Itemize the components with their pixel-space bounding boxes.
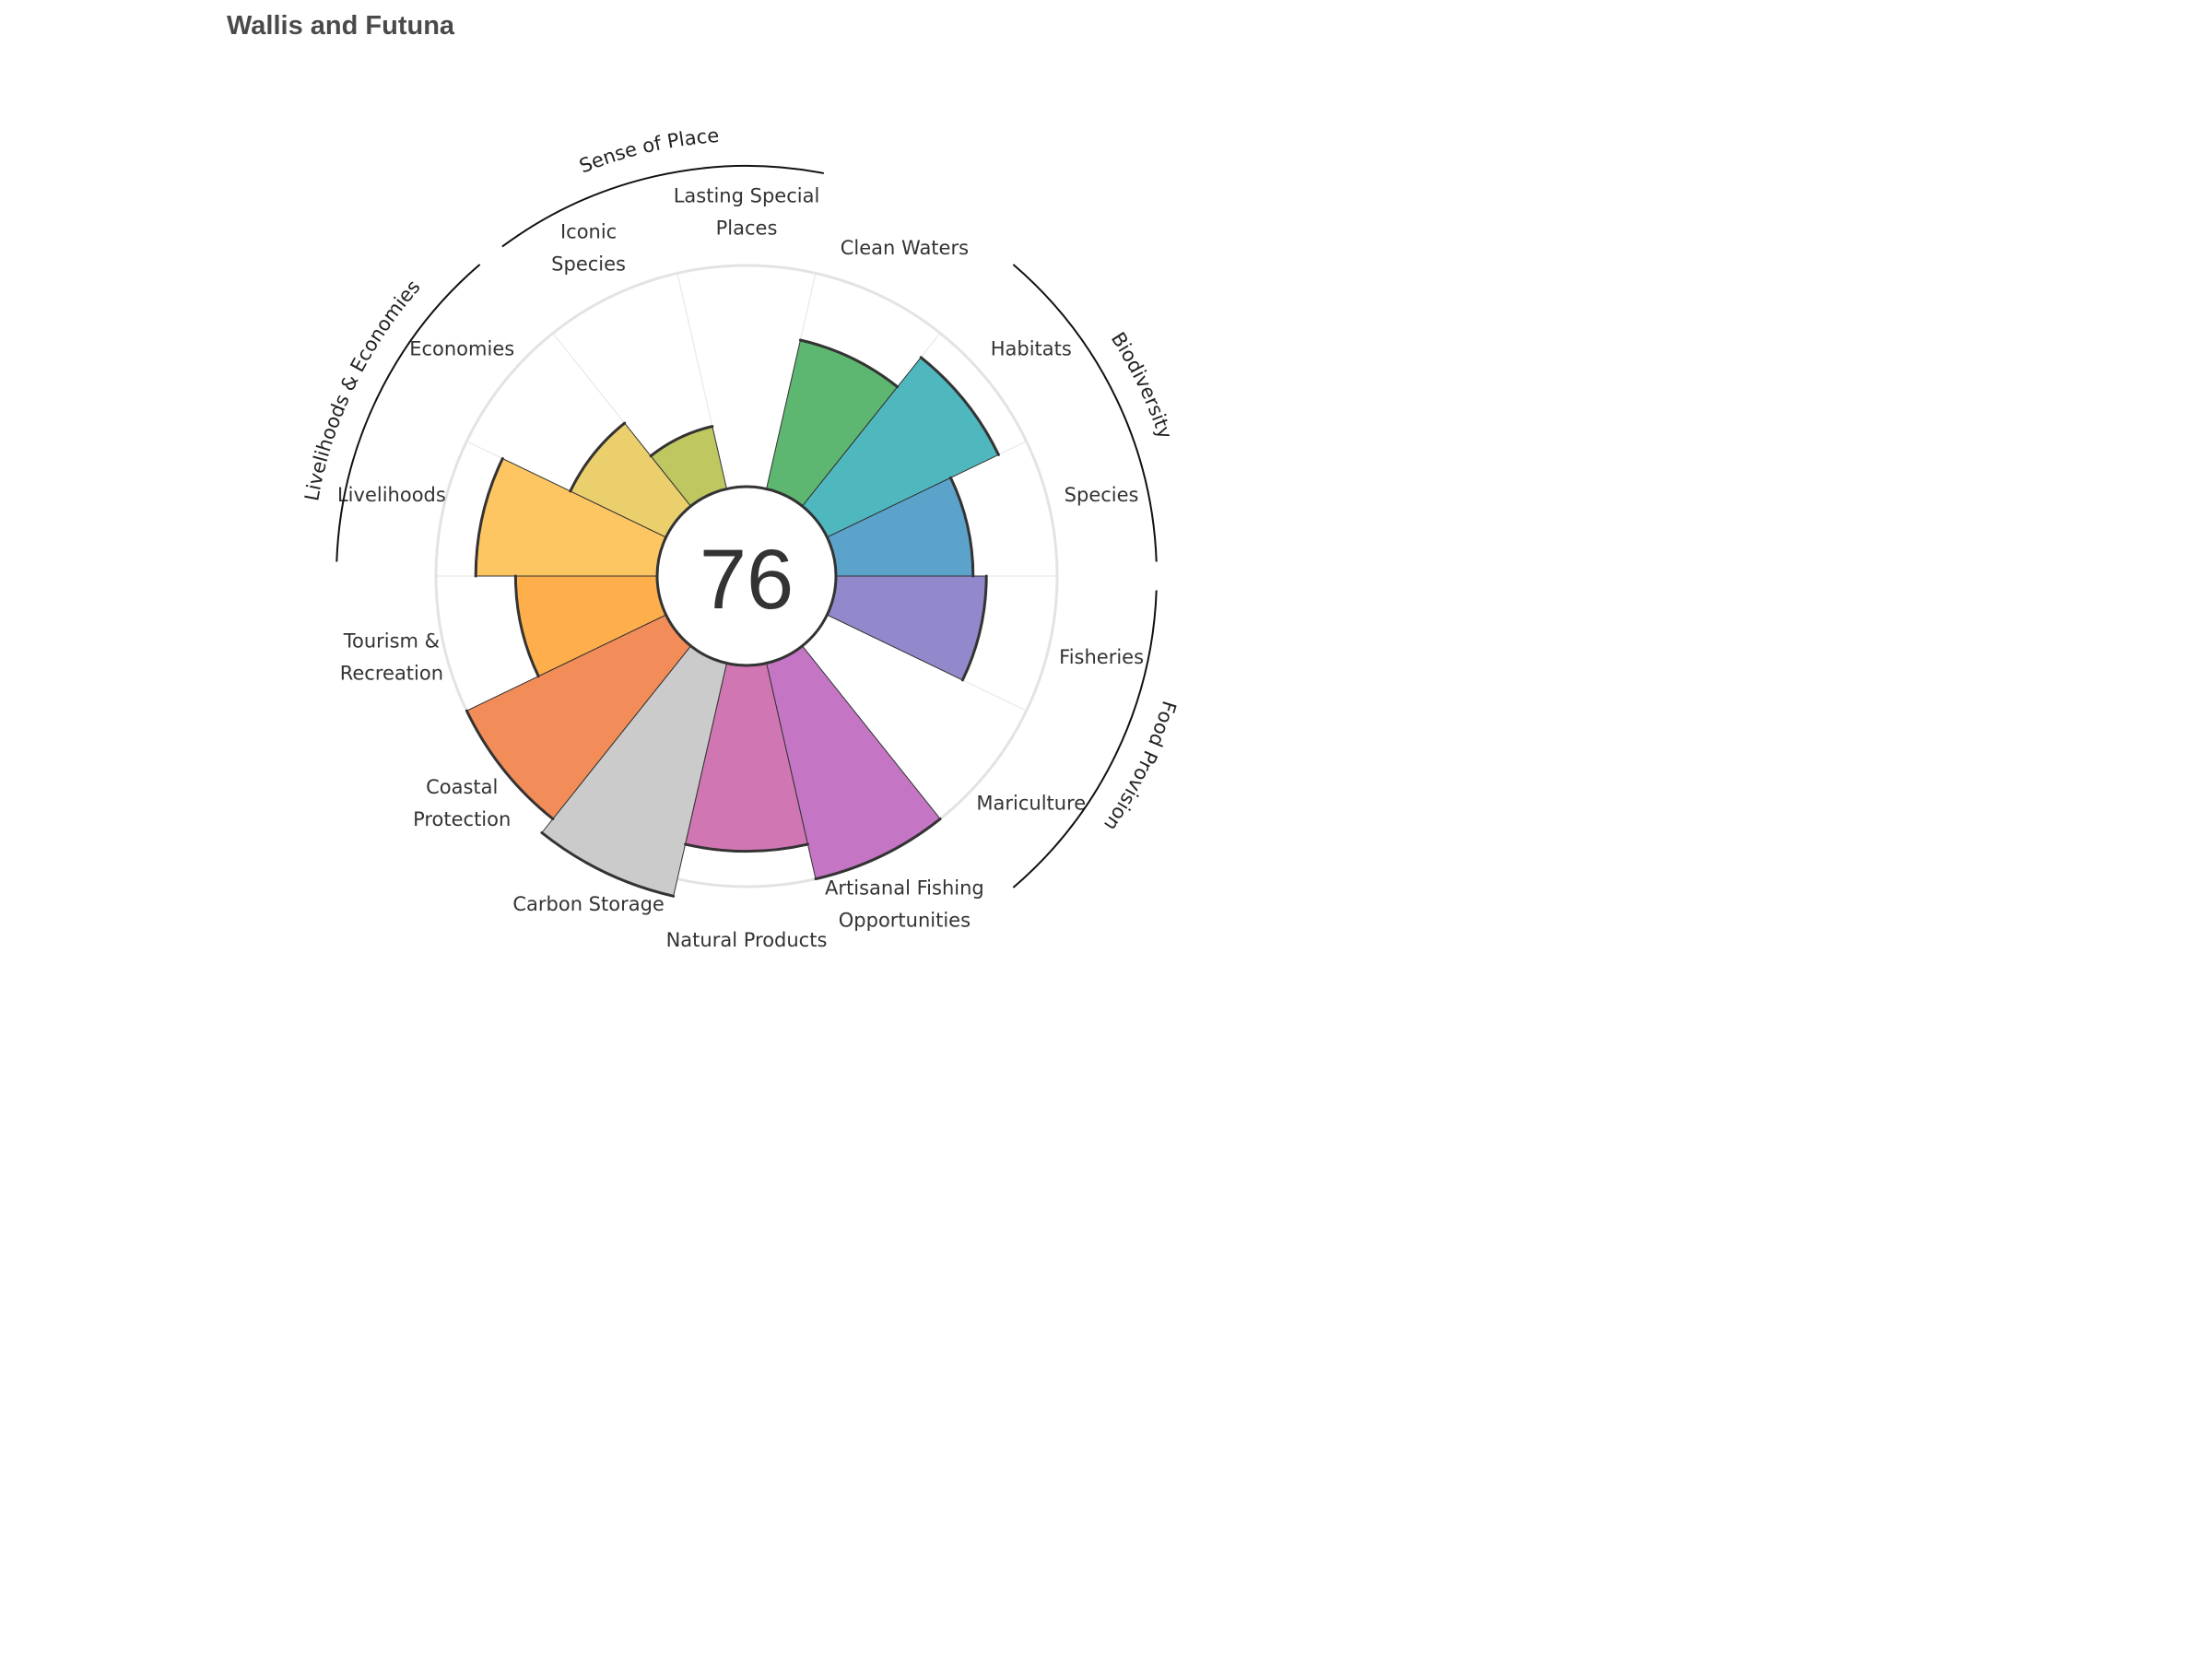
group-arc-biodiversity	[1012, 264, 1158, 562]
label-artisanal-fishing-opportunities: Artisanal Fishing Opportunities	[825, 877, 984, 931]
group-arc-food-provision	[1012, 590, 1158, 888]
label-clean-waters: Clean Waters	[841, 237, 969, 259]
petal-outline-artisanal-fishing-opportunities	[814, 818, 942, 881]
petal-outline-livelihoods	[474, 457, 504, 578]
flower-chart: Wallis and Futuna 76 Fisheries Maricultur…	[227, 11, 1181, 952]
petal-outline-fisheries	[960, 574, 988, 682]
petal-outline-habitats	[919, 356, 1000, 456]
label-coastal-protection: Coastal Protection	[413, 776, 511, 830]
chart-title: Wallis and Futuna	[227, 11, 455, 41]
label-economies: Economies	[409, 338, 514, 360]
overall-score: 76	[700, 533, 794, 627]
label-mariculture: Mariculture	[976, 792, 1086, 814]
grid-outer-ring	[434, 264, 1059, 888]
label-lasting-special-places: Lasting Special Places	[674, 185, 820, 240]
label-carbon-storage: Carbon Storage	[512, 893, 665, 915]
group-label-food-provision: Food Provision	[1100, 699, 1181, 835]
group-label-livelihoods-and-economies: Livelihoods & Economies	[300, 276, 425, 502]
label-species: Species	[1065, 484, 1139, 506]
label-tourism-and-recreation: Tourism & Recreation	[340, 629, 443, 684]
petal-outline-natural-products	[684, 842, 809, 853]
label-natural-products: Natural Products	[666, 929, 828, 951]
petal-layer	[465, 338, 1000, 898]
group-label-biodiversity: Biodiversity	[1107, 328, 1177, 441]
label-layer: Fisheries Mariculture Artisanal Fishing Opp…	[337, 185, 1144, 952]
center-circle	[655, 485, 838, 667]
label-iconic-species: Iconic Species	[551, 221, 626, 276]
petal-outline-species	[949, 476, 975, 578]
group-arc-sense-of-place	[501, 165, 824, 248]
petal-outline-coastal-protection	[465, 709, 555, 820]
center-layer: 76	[655, 485, 838, 667]
group-arc-livelihoods-and-economies	[335, 264, 481, 562]
petal-outline-economies	[569, 421, 627, 493]
petal-outline-tourism-and-recreation	[513, 574, 540, 678]
label-livelihoods: Livelihoods	[337, 484, 446, 506]
petal-outline-carbon-storage	[540, 831, 676, 898]
petal-outline-clean-waters	[798, 338, 900, 389]
petal-outline-iconic-species	[649, 425, 714, 458]
label-fisheries: Fisheries	[1059, 646, 1144, 668]
label-habitats: Habitats	[991, 338, 1072, 360]
